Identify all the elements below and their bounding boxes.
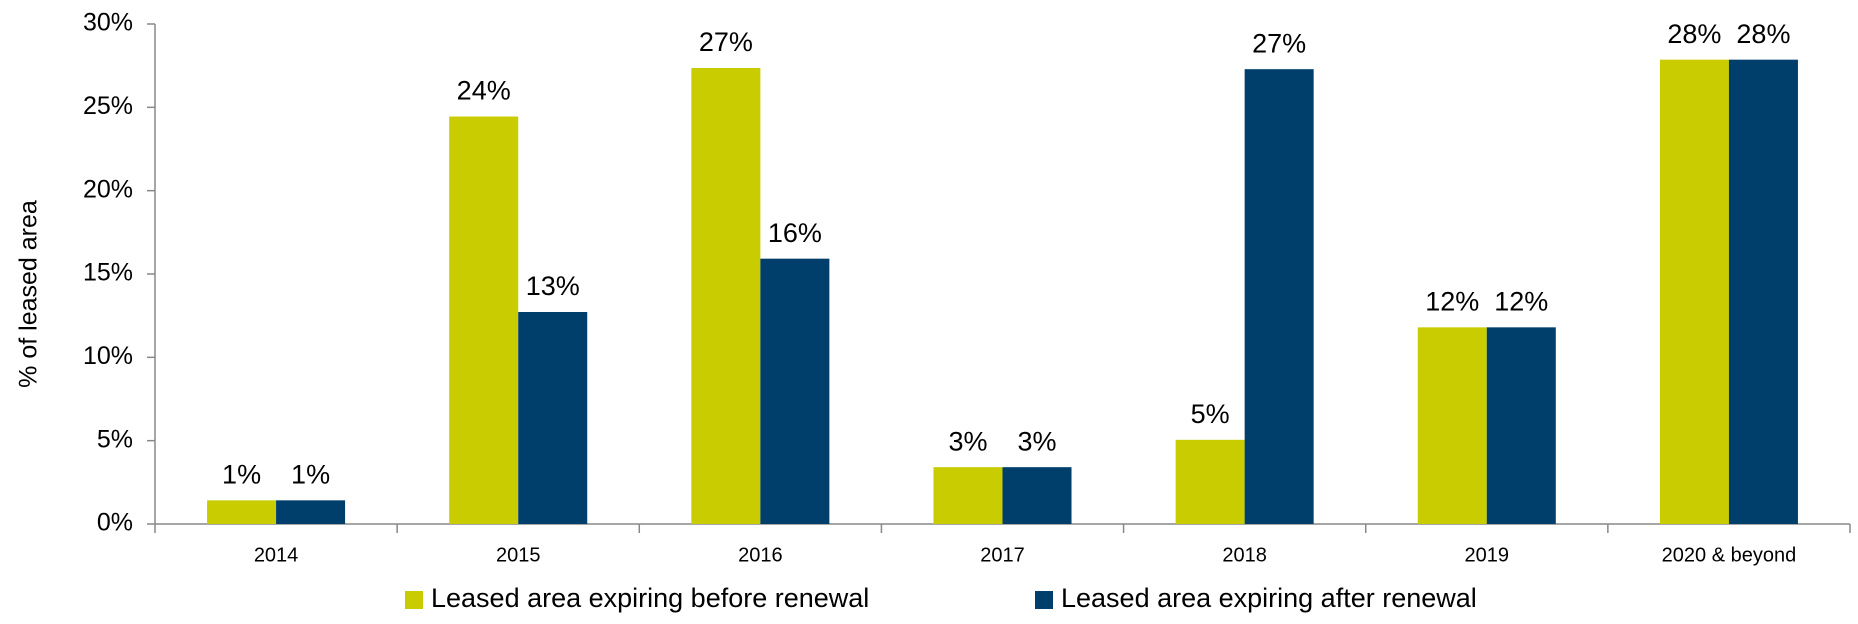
bar (691, 68, 761, 524)
bar (1002, 467, 1072, 524)
y-axis-label: % of leased area (15, 200, 43, 388)
legend-label: Leased area expiring before renewal (431, 583, 869, 613)
bar (760, 258, 830, 524)
legend-swatch (1035, 591, 1053, 609)
bar (1175, 439, 1245, 524)
bar (207, 500, 277, 524)
bar (276, 500, 346, 524)
bar (518, 312, 588, 524)
bar (933, 467, 1003, 524)
value-label: 12% (1494, 286, 1548, 316)
legend-label: Leased area expiring after renewal (1061, 583, 1477, 613)
bar (1486, 327, 1556, 524)
x-tick-label: 2015 (496, 544, 541, 566)
y-tick-label: 25% (83, 92, 133, 120)
bar (449, 116, 519, 524)
bar (1659, 59, 1729, 525)
value-label: 1% (291, 459, 330, 489)
value-label: 28% (1667, 19, 1721, 49)
value-label: 13% (526, 271, 580, 301)
value-label: 16% (768, 218, 822, 248)
value-label: 1% (222, 459, 261, 489)
y-tick-label: 0% (97, 509, 133, 537)
bar (1417, 327, 1487, 524)
y-tick-label: 10% (83, 342, 133, 370)
value-label: 27% (699, 27, 753, 57)
y-tick-label: 20% (83, 175, 133, 203)
bar (1244, 69, 1314, 525)
x-tick-label: 2016 (738, 544, 783, 566)
value-label: 3% (948, 426, 987, 456)
value-label: 5% (1191, 399, 1230, 429)
x-tick-label: 2019 (1465, 544, 1510, 566)
value-label: 12% (1425, 286, 1479, 316)
y-tick-label: 5% (97, 425, 133, 453)
value-label: 27% (1252, 28, 1306, 58)
bar (1728, 59, 1798, 525)
x-tick-label: 2014 (254, 544, 299, 566)
y-tick-label: 30% (83, 9, 133, 37)
value-label: 28% (1736, 19, 1790, 49)
y-tick-label: 15% (83, 259, 133, 287)
x-tick-label: 2018 (1222, 544, 1267, 566)
x-tick-label: 2020 & beyond (1662, 544, 1797, 566)
x-tick-label: 2017 (980, 544, 1025, 566)
value-label: 3% (1017, 426, 1056, 456)
value-label: 24% (457, 76, 511, 106)
legend-swatch (405, 591, 423, 609)
